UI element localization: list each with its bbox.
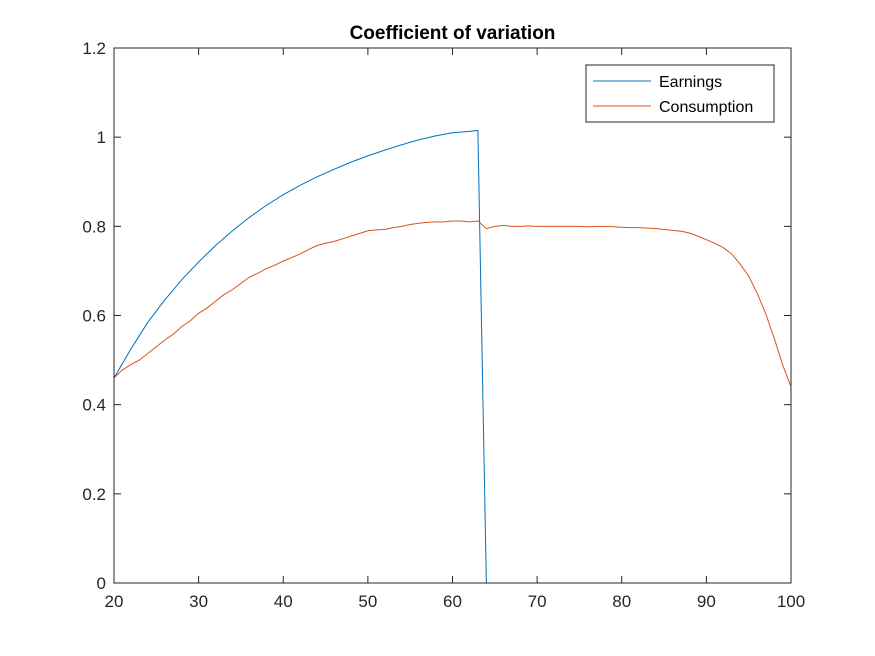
x-tick-label: 70: [528, 592, 547, 611]
x-tick-label: 60: [443, 592, 462, 611]
x-tick-label: 40: [274, 592, 293, 611]
x-tick-label: 80: [612, 592, 631, 611]
y-tick-label: 1.2: [82, 39, 106, 58]
x-tick-label: 90: [697, 592, 716, 611]
series-line-earnings: [113, 129, 791, 584]
legend-box: [585, 64, 775, 123]
y-tick-label: 0.4: [82, 396, 106, 415]
x-tick-label: 30: [189, 592, 208, 611]
y-tick-label: 0.2: [82, 485, 106, 504]
x-tick-label: 50: [358, 592, 377, 611]
y-tick-label: 0: [97, 574, 106, 593]
chart-title: Coefficient of variation: [350, 23, 556, 44]
series-layer: [113, 129, 792, 584]
y-tick-label: 0.8: [82, 217, 106, 236]
series-line-consumption: [113, 220, 792, 388]
legend: Earnings Consumption: [585, 64, 775, 123]
x-tick-label: 20: [105, 592, 124, 611]
y-tick-label: 0.6: [82, 307, 106, 326]
legend-label-earnings: Earnings: [659, 74, 722, 91]
axes-layer: 20 30 40 50 60 70 80 90 100 0 0.2 0.4 0.6 0.8 1 1.2: [82, 39, 805, 611]
legend-label-consumption: Consumption: [659, 99, 753, 116]
plot-area: [114, 48, 791, 583]
y-tick-label: 1: [97, 128, 106, 147]
x-tick-label: 100: [777, 592, 805, 611]
